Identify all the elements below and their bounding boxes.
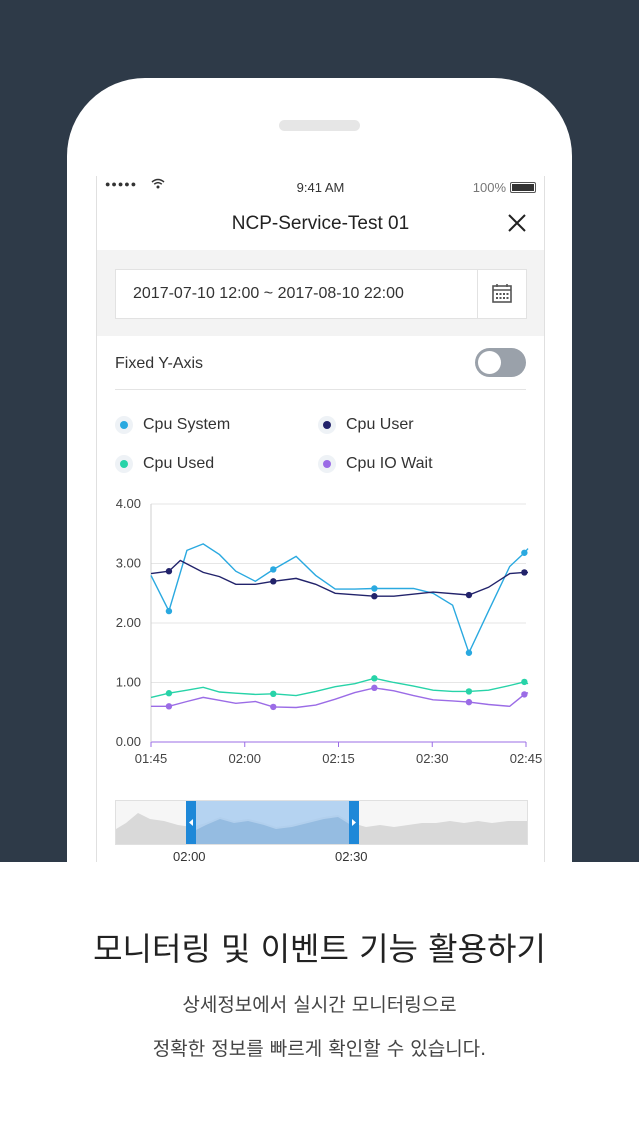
data-point <box>465 649 473 656</box>
fixed-y-axis-label: Fixed Y-Axis <box>115 355 204 372</box>
legend-dot-icon <box>115 416 133 434</box>
calendar-icon <box>492 284 512 303</box>
x-tick-label: 02:00 <box>228 751 261 766</box>
legend-label: Cpu User <box>346 416 414 433</box>
data-point <box>371 585 378 592</box>
data-point <box>521 691 528 698</box>
data-point <box>165 568 173 575</box>
data-point <box>371 593 378 600</box>
series-line-cpu-user <box>150 559 528 597</box>
status-time: 9:41 AM <box>296 180 345 195</box>
time-range-navigator[interactable] <box>115 800 528 845</box>
fixed-y-axis-row: Fixed Y-Axis <box>115 336 526 390</box>
legend-dot-icon <box>318 416 336 434</box>
data-point <box>270 690 277 698</box>
toggle-knob <box>478 351 501 374</box>
data-point <box>270 566 277 573</box>
data-point <box>465 688 473 695</box>
legend-dot-icon <box>115 455 133 473</box>
data-point <box>270 703 277 711</box>
page-title: NCP-Service-Test 01 <box>231 213 410 234</box>
date-range-value: 2017-07-10 12:00 ~ 2017-08-10 22:00 <box>133 285 404 302</box>
wifi-icon <box>151 178 165 192</box>
close-button[interactable] <box>502 208 532 238</box>
series-line-cpu-system <box>150 543 529 655</box>
app-screen: ●●●●● 9:41 AM 100% NCP-Service-Test 01 2… <box>96 176 545 876</box>
calendar-button[interactable] <box>477 270 526 318</box>
x-tick-label: 01:45 <box>135 751 168 766</box>
legend-label: Cpu IO Wait <box>346 455 433 472</box>
x-tick-label: 02:15 <box>322 751 355 766</box>
data-point <box>521 569 528 576</box>
data-point <box>465 591 473 599</box>
navigator-overview <box>116 801 527 844</box>
navigator-start-label: 02:00 <box>173 849 206 864</box>
data-point <box>521 549 528 556</box>
data-point <box>371 684 378 692</box>
promo-line-1: 상세정보에서 실시간 모니터링으로 <box>182 994 457 1016</box>
title-bar: NCP-Service-Test 01 <box>97 198 544 251</box>
data-point <box>521 678 528 686</box>
legend-label: Cpu Used <box>143 455 215 472</box>
x-tick-label: 02:30 <box>416 751 449 766</box>
y-tick-label: 0.00 <box>116 734 141 749</box>
data-point <box>270 578 277 585</box>
fixed-y-axis-toggle[interactable] <box>475 348 526 377</box>
series-line-cpu-used <box>150 677 529 699</box>
series-line-cpu-io-wait <box>151 687 529 709</box>
y-tick-label: 2.00 <box>116 615 141 630</box>
data-point <box>165 703 173 710</box>
battery-icon <box>510 182 536 193</box>
y-tick-label: 4.00 <box>116 496 141 511</box>
navigator-end-label: 02:30 <box>335 849 368 864</box>
data-point <box>371 675 378 682</box>
legend-label: Cpu System <box>143 416 231 433</box>
signal-icon: ●●●●● <box>105 179 138 189</box>
data-point <box>165 607 173 615</box>
promo-heading: 모니터링 및 이벤트 기능 활용하기 <box>93 930 546 968</box>
promo-footer: 모니터링 및 이벤트 기능 활용하기 상세정보에서 실시간 모니터링으로 정확한… <box>0 862 639 1136</box>
status-bar: ●●●●● 9:41 AM 100% <box>97 176 544 198</box>
x-tick-label: 02:45 <box>510 751 543 766</box>
close-icon <box>508 214 526 232</box>
date-range-input[interactable]: 2017-07-10 12:00 ~ 2017-08-10 22:00 <box>115 269 527 319</box>
date-range-bar: 2017-07-10 12:00 ~ 2017-08-10 22:00 <box>97 250 544 336</box>
battery-percent: 100% <box>472 180 506 195</box>
phone-speaker <box>279 120 360 131</box>
promo-line-2: 정확한 정보를 빠르게 확인할 수 있습니다. <box>152 1038 487 1060</box>
data-point <box>465 698 473 706</box>
data-point <box>165 690 173 697</box>
y-tick-label: 1.00 <box>116 675 141 690</box>
legend-dot-icon <box>318 455 336 473</box>
y-tick-label: 3.00 <box>116 556 141 571</box>
cpu-line-chart: 0.00 1.00 2.00 3.00 4.00 01:45 02:00 02:15 02:30… <box>116 496 543 766</box>
